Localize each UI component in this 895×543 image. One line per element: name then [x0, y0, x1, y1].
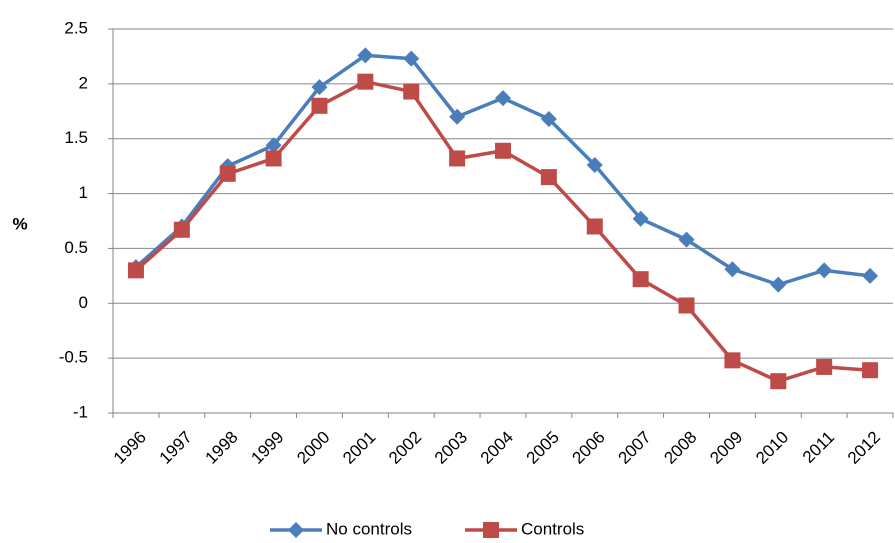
- marker: [816, 262, 833, 279]
- marker: [495, 90, 511, 107]
- marker: [862, 267, 879, 284]
- marker: [816, 358, 833, 375]
- marker: [403, 50, 420, 67]
- marker: [449, 108, 466, 125]
- x-tick-label: 2011: [799, 428, 838, 467]
- marker: [357, 47, 374, 64]
- marker: [173, 221, 190, 238]
- marker: [724, 352, 741, 369]
- marker: [449, 150, 466, 167]
- y-tick-label: 0.5: [64, 238, 88, 257]
- marker: [632, 210, 649, 227]
- x-tick-label: 2008: [660, 428, 700, 468]
- x-tick-label: 2012: [844, 428, 884, 468]
- marker: [311, 79, 328, 96]
- x-tick-label: 2000: [293, 428, 333, 468]
- legend-label: No controls: [326, 519, 412, 538]
- marker: [862, 362, 879, 379]
- marker: [288, 522, 304, 538]
- y-tick-label: 2: [79, 73, 88, 92]
- x-tick-label: 1997: [156, 428, 196, 468]
- y-tick-label: 2.5: [64, 18, 88, 37]
- y-tick-label: 1: [79, 183, 88, 202]
- marker: [724, 261, 741, 278]
- marker: [357, 73, 374, 90]
- marker: [403, 83, 420, 100]
- marker: [678, 231, 695, 248]
- y-axis-label: %: [12, 214, 27, 233]
- marker: [678, 297, 695, 314]
- x-tick-label: 2009: [706, 428, 746, 468]
- x-tick-label: 2001: [339, 428, 379, 468]
- x-tick-label: 2010: [752, 428, 792, 468]
- marker: [770, 373, 787, 390]
- marker: [127, 262, 144, 279]
- marker: [265, 150, 282, 167]
- y-tick-label: 1.5: [64, 128, 88, 147]
- marker: [770, 276, 787, 293]
- marker: [586, 218, 603, 235]
- marker: [265, 137, 282, 154]
- marker: [219, 165, 236, 182]
- y-tick-label: 0: [79, 293, 88, 312]
- x-tick-label: 2004: [477, 428, 517, 468]
- x-tick-label: 2002: [385, 428, 425, 468]
- marker: [311, 97, 328, 114]
- x-tick-label: 2007: [614, 428, 654, 468]
- marker: [495, 142, 511, 159]
- marker: [632, 271, 649, 288]
- x-tick-label: 2006: [569, 428, 609, 468]
- x-tick-label: 1998: [202, 428, 242, 468]
- y-tick-label: -0.5: [59, 348, 88, 367]
- x-tick-label: 2003: [431, 428, 471, 468]
- marker: [586, 157, 603, 174]
- marker: [540, 169, 557, 186]
- x-tick-label: 1999: [247, 428, 287, 468]
- y-tick-label: -1: [73, 402, 88, 421]
- series-line: [134, 53, 871, 287]
- x-tick-label: 1996: [110, 428, 150, 468]
- x-tick-label: 2005: [523, 428, 563, 468]
- series-line: [134, 79, 871, 383]
- marker: [483, 522, 499, 538]
- marker: [540, 110, 557, 127]
- legend-label: Controls: [521, 519, 584, 538]
